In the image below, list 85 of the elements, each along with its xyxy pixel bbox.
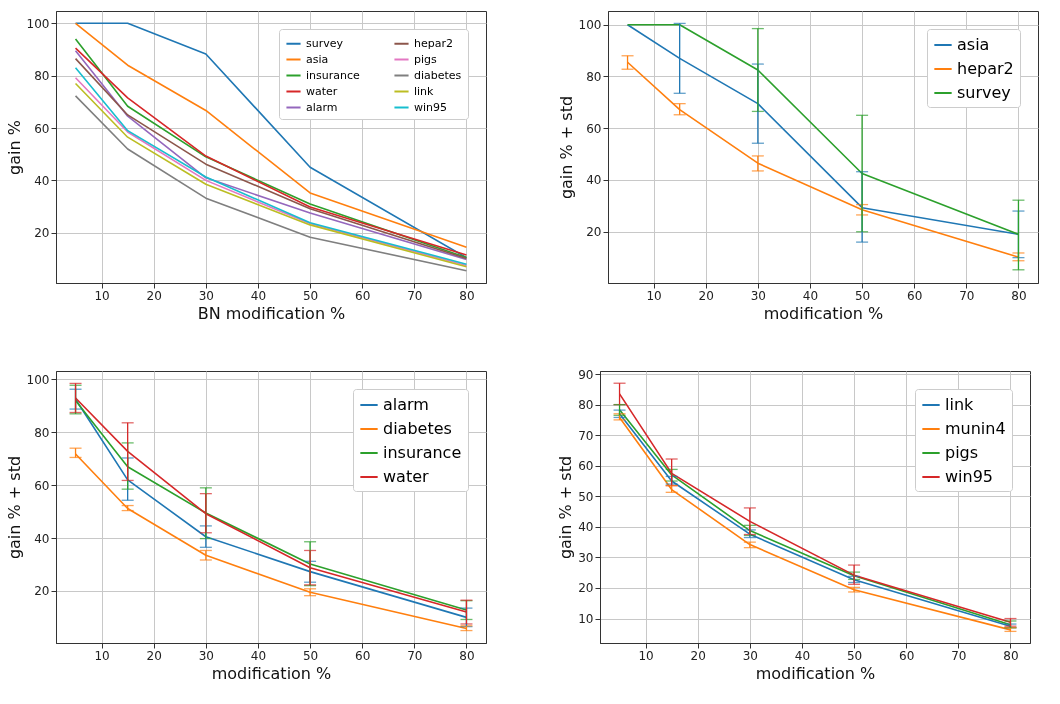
y-tick-label: 80: [34, 69, 50, 84]
y-tick-label: 20: [34, 584, 50, 599]
x-tick-label: 50: [302, 288, 319, 303]
y-tick-label: 60: [586, 121, 602, 136]
legend-label: hepar2: [957, 59, 1014, 78]
y-tick-label: 60: [34, 478, 50, 493]
x-tick-label: 20: [698, 288, 714, 303]
x-tick-label: 10: [638, 648, 654, 663]
x-tick-label: 60: [907, 288, 923, 303]
y-tick-label: 50: [578, 489, 594, 504]
x-tick-label: 80: [1003, 648, 1019, 663]
y-tick-label: 80: [578, 398, 594, 413]
x-tick-label: 70: [407, 648, 423, 663]
x-tick-label: 30: [742, 648, 758, 663]
x-tick-label: 50: [854, 288, 871, 303]
x-tick-label: 30: [198, 288, 214, 303]
y-tick-label: 80: [586, 69, 602, 84]
y-tick-label: 40: [34, 531, 50, 546]
x-tick-label: 70: [407, 288, 423, 303]
y-axis-title: gain % + std: [556, 95, 576, 200]
x-tick-label: 20: [690, 648, 706, 663]
legend-label: win95: [945, 467, 994, 486]
x-tick-label: 40: [250, 288, 267, 303]
y-tick-label: 20: [586, 225, 602, 240]
x-tick-label: 70: [959, 288, 975, 303]
y-tick-label: 40: [586, 173, 602, 188]
y-tick-label: 100: [26, 16, 50, 31]
legend-label: water: [306, 84, 338, 98]
x-tick-label: 40: [802, 288, 819, 303]
x-tick-label: 20: [146, 648, 162, 663]
y-tick-label: 40: [34, 173, 50, 188]
x-tick-label: 10: [94, 648, 110, 663]
legend-label: link: [945, 395, 975, 414]
y-axis-title: gain % + std: [4, 455, 24, 560]
legend-label: insurance: [383, 443, 462, 462]
y-axis-title: gain %: [4, 120, 24, 175]
y-tick-label: 20: [578, 581, 594, 596]
y-tick-label: 10: [578, 612, 594, 627]
y-tick-label: 90: [578, 367, 594, 382]
legend-label: alarm: [383, 395, 429, 414]
y-tick-label: 100: [578, 18, 602, 33]
x-axis-title: modification %: [211, 663, 332, 683]
legend-label: survey: [957, 83, 1011, 102]
y-axis-title: gain % + std: [556, 455, 576, 560]
legend-label: pigs: [414, 52, 438, 66]
y-tick-label: 30: [578, 550, 594, 565]
x-tick-label: 30: [198, 648, 214, 663]
legend-label: link: [414, 84, 435, 98]
x-tick-label: 30: [750, 288, 766, 303]
x-tick-label: 70: [951, 648, 967, 663]
x-tick-label: 60: [355, 648, 371, 663]
x-tick-label: 40: [250, 648, 267, 663]
y-tick-label: 80: [34, 425, 50, 440]
legend-label: diabetes: [414, 68, 462, 82]
x-tick-label: 40: [794, 648, 811, 663]
x-tick-label: 10: [94, 288, 110, 303]
legend-label: diabetes: [383, 419, 452, 438]
y-tick-label: 100: [26, 372, 50, 387]
x-tick-label: 50: [846, 648, 863, 663]
legend-label: water: [383, 467, 430, 486]
legend-label: pigs: [945, 443, 979, 462]
legend-label: alarm: [306, 100, 338, 114]
x-tick-label: 50: [302, 648, 319, 663]
y-tick-label: 20: [34, 226, 50, 241]
y-tick-label: 70: [578, 428, 594, 443]
y-tick-label: 60: [578, 459, 594, 474]
x-tick-label: 20: [146, 288, 162, 303]
legend-label: asia: [306, 52, 329, 66]
legend-label: win95: [414, 100, 448, 114]
x-tick-label: 60: [355, 288, 371, 303]
y-tick-label: 40: [578, 520, 594, 535]
x-axis-title: modification %: [763, 303, 884, 323]
x-tick-label: 80: [459, 288, 475, 303]
x-tick-label: 60: [899, 648, 915, 663]
x-tick-label: 80: [459, 648, 475, 663]
x-axis-title: BN modification %: [197, 303, 346, 323]
legend-label: asia: [957, 35, 990, 54]
legend-label: munin4: [945, 419, 1006, 438]
legend-label: insurance: [306, 68, 361, 82]
x-tick-label: 10: [646, 288, 662, 303]
legend-label: hepar2: [414, 36, 453, 50]
legend-label: survey: [306, 36, 344, 50]
x-axis-title: modification %: [755, 663, 876, 683]
x-tick-label: 80: [1011, 288, 1027, 303]
y-tick-label: 60: [34, 121, 50, 136]
